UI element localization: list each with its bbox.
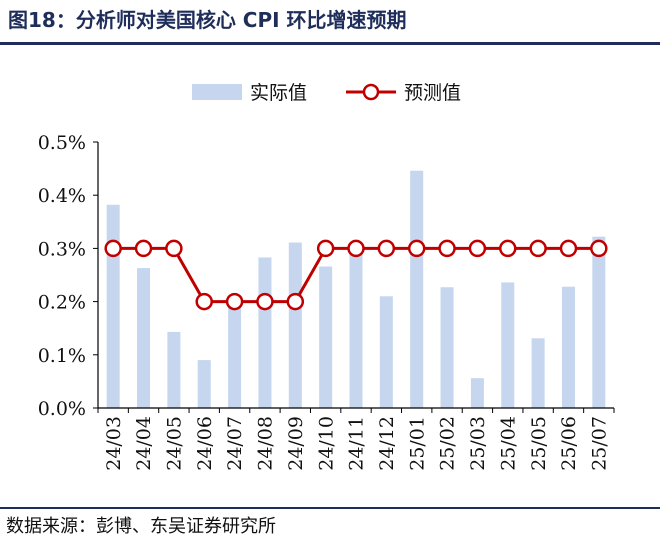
forecast-point-25-01 [407, 239, 426, 258]
bar-25-01 [410, 170, 424, 408]
bar-24-10 [319, 266, 333, 408]
legend-bar-label: 实际值 [250, 82, 307, 104]
legend-bar-swatch [192, 84, 242, 100]
x-tick-label: 24/12 [376, 416, 398, 471]
bar-24-05 [167, 331, 181, 408]
bar-25-04 [501, 282, 515, 408]
x-tick-label: 24/03 [103, 416, 125, 471]
x-tick-label: 25/06 [558, 416, 580, 471]
x-tick-label: 25/07 [588, 416, 610, 471]
bar-24-09 [288, 242, 302, 408]
forecast-point-24-08 [256, 292, 274, 311]
figure-title: 图18：分析师对美国核心 CPI 环比增速预期 [8, 8, 407, 32]
y-axis-ticks: 0.0% 0.1% 0.2% 0.3% 0.4% 0.5% [38, 132, 98, 420]
x-tick-label: 24/04 [133, 416, 155, 471]
y-tick-label: 0.3% [38, 238, 86, 260]
forecast-point-24-05 [165, 239, 183, 258]
title-rule [0, 42, 660, 45]
bar-24-03 [106, 204, 120, 408]
x-axis-ticks: 24/03 24/04 24/05 24/06 24/07 24/08 24/09 24/10… [97, 408, 615, 471]
source-rule [0, 507, 660, 509]
forecast-point-24-06 [195, 292, 213, 311]
axes [97, 142, 614, 409]
forecast-point-24-04 [134, 239, 153, 258]
forecast-point-25-05 [529, 239, 547, 258]
forecast-point-25-06 [559, 239, 578, 258]
source-note: 数据来源：彭博、东吴证券研究所 [6, 516, 276, 537]
x-tick-label: 24/10 [315, 416, 337, 471]
bar-series [106, 170, 606, 408]
bar-24-07 [228, 304, 242, 408]
bar-24-11 [349, 252, 363, 408]
bar-25-07 [592, 236, 606, 408]
x-tick-label: 25/04 [497, 416, 519, 471]
chart: 实际值 预测值 0.0%0.1%0.2%0.3%0.4%0.5% 24/03 24… [38, 82, 615, 471]
x-tick-label: 24/11 [346, 416, 368, 471]
bar-25-02 [440, 287, 454, 408]
forecast-point-24-10 [316, 239, 335, 258]
bar-25-05 [531, 338, 545, 408]
forecast-point-25-03 [468, 239, 487, 258]
y-tick-label: 0.5% [38, 132, 86, 154]
x-tick-label: 24/05 [164, 416, 186, 471]
line-series [104, 239, 608, 311]
forecast-point-25-04 [499, 239, 517, 258]
x-tick-label: 24/06 [194, 416, 216, 471]
bar-25-03 [470, 378, 484, 408]
x-tick-label: 25/01 [406, 416, 428, 471]
bar-25-06 [561, 286, 575, 408]
y-tick-label: 0.4% [38, 185, 86, 207]
forecast-point-24-12 [377, 239, 396, 258]
x-tick-label: 24/09 [285, 416, 307, 471]
bar-24-12 [379, 296, 393, 408]
x-tick-label: 25/02 [437, 416, 459, 471]
x-tick-label: 25/05 [528, 416, 550, 471]
legend-line-marker [362, 83, 380, 101]
x-tick-label: 25/03 [467, 416, 489, 471]
y-tick-label: 0.2% [38, 292, 86, 314]
forecast-point-24-11 [347, 239, 365, 258]
forecast-point-24-09 [286, 292, 305, 311]
forecast-point-24-03 [104, 239, 122, 258]
bar-24-04 [137, 268, 151, 408]
forecast-point-24-07 [225, 292, 244, 311]
x-tick-label: 24/08 [255, 416, 277, 471]
y-tick-label: 0.1% [38, 345, 86, 367]
bar-24-08 [258, 257, 272, 408]
forecast-point-25-02 [438, 239, 456, 258]
x-tick-label: 24/07 [224, 416, 246, 471]
y-tick-label: 0.0% [38, 398, 86, 420]
legend-line-label: 预测值 [404, 82, 461, 104]
bar-24-06 [197, 360, 211, 408]
legend: 实际值 预测值 [192, 82, 461, 104]
forecast-point-25-07 [590, 239, 608, 258]
